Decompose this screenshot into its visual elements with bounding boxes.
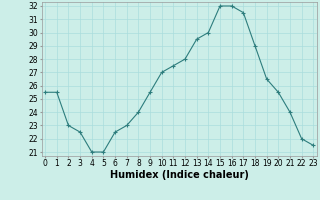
X-axis label: Humidex (Indice chaleur): Humidex (Indice chaleur) (110, 170, 249, 180)
